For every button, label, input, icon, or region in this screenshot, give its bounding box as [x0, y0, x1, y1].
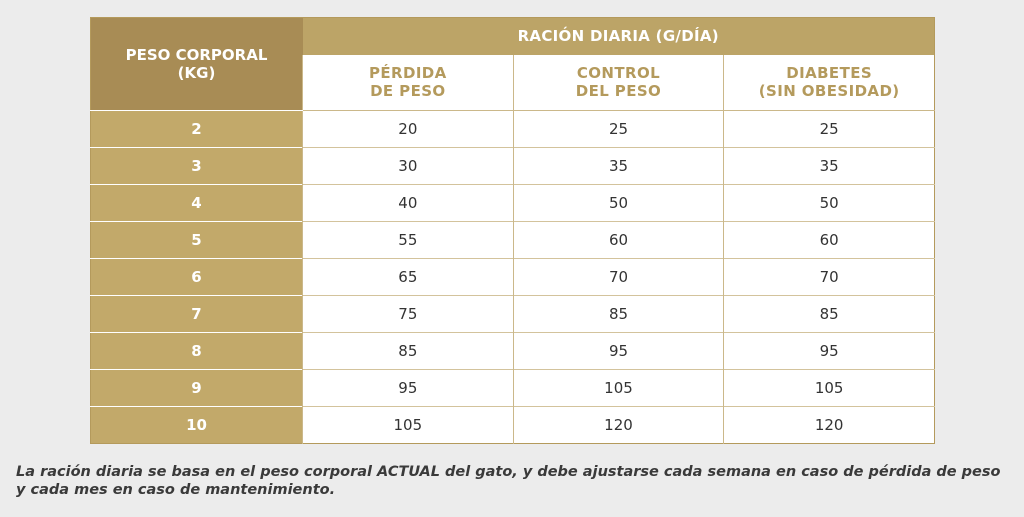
column-header-weight-control: CONTROL DEL PESO	[512, 54, 724, 111]
ration-table: PESO CORPORAL (KG) RACIÓN DIARIA (G/DÍA)…	[90, 17, 935, 444]
column-header-line1: DIABETES	[786, 64, 873, 83]
cell-weight-control: 35	[512, 147, 724, 185]
table-row: 4 40 50 50	[90, 184, 935, 222]
table-row: 5 55 60 60	[90, 221, 935, 259]
cell-weight-control: 25	[512, 110, 724, 148]
row-weight: 8	[90, 332, 303, 370]
table-row: 3 30 35 35	[90, 147, 935, 185]
row-weight: 2	[90, 110, 303, 148]
row-weight: 7	[90, 295, 303, 333]
table-row: 10 105 120 120	[90, 406, 935, 444]
table-row: 7 75 85 85	[90, 295, 935, 333]
cell-weight-loss: 75	[302, 295, 514, 333]
table-row: 2 20 25 25	[90, 110, 935, 148]
row-weight: 3	[90, 147, 303, 185]
column-header-line2: (SIN OBESIDAD)	[758, 82, 900, 101]
weight-header-line1: PESO CORPORAL	[125, 46, 268, 64]
cell-weight-loss: 65	[302, 258, 514, 296]
cell-diabetes: 105	[723, 369, 935, 407]
cell-diabetes: 85	[723, 295, 935, 333]
weight-column-header: PESO CORPORAL (KG)	[90, 17, 303, 111]
column-header-line2: DE PESO	[370, 82, 446, 101]
column-header-line1: CONTROL	[576, 64, 661, 83]
cell-weight-control: 60	[512, 221, 724, 259]
cell-weight-loss: 20	[302, 110, 514, 148]
row-weight: 5	[90, 221, 303, 259]
cell-diabetes: 60	[723, 221, 935, 259]
cell-weight-control: 85	[512, 295, 724, 333]
cell-weight-loss: 105	[302, 406, 514, 444]
table-subheader-row: PÉRDIDA DE PESO CONTROL DEL PESO DIABETE…	[91, 54, 935, 111]
cell-weight-loss: 85	[302, 332, 514, 370]
cell-diabetes: 95	[723, 332, 935, 370]
cell-weight-control: 95	[512, 332, 724, 370]
row-weight: 6	[90, 258, 303, 296]
cell-diabetes: 35	[723, 147, 935, 185]
table-row: 6 65 70 70	[90, 258, 935, 296]
cell-weight-loss: 40	[302, 184, 514, 222]
cell-weight-control: 105	[512, 369, 724, 407]
row-weight: 10	[90, 406, 303, 444]
cell-weight-loss: 55	[302, 221, 514, 259]
column-header-line2: DEL PESO	[575, 82, 662, 101]
cell-weight-loss: 30	[302, 147, 514, 185]
cell-diabetes: 120	[723, 406, 935, 444]
column-header-weight-loss: PÉRDIDA DE PESO	[302, 54, 514, 111]
table-row: 9 95 105 105	[90, 369, 935, 407]
column-header-diabetes: DIABETES (SIN OBESIDAD)	[723, 54, 935, 111]
cell-diabetes: 50	[723, 184, 935, 222]
footnote: La ración diaria se basa en el peso corp…	[16, 464, 1001, 498]
cell-weight-control: 50	[512, 184, 724, 222]
weight-header-line2: (KG)	[177, 64, 216, 82]
cell-weight-control: 70	[512, 258, 724, 296]
row-weight: 9	[90, 369, 303, 407]
row-weight: 4	[90, 184, 303, 222]
cell-weight-loss: 95	[302, 369, 514, 407]
daily-ration-group-header: RACIÓN DIARIA (G/DÍA)	[302, 17, 935, 55]
column-header-line1: PÉRDIDA	[368, 64, 447, 83]
cell-weight-control: 120	[512, 406, 724, 444]
table-header-row: PESO CORPORAL (KG) RACIÓN DIARIA (G/DÍA)	[90, 17, 935, 111]
cell-diabetes: 25	[723, 110, 935, 148]
cell-diabetes: 70	[723, 258, 935, 296]
table-row: 8 85 95 95	[90, 332, 935, 370]
